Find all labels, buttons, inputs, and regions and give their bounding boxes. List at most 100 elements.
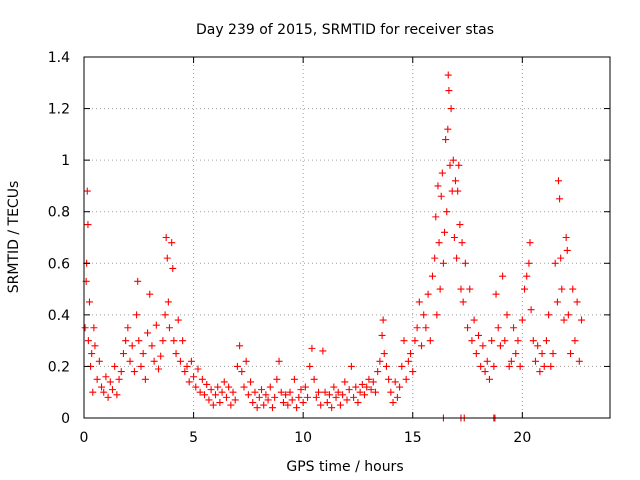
data-point [413, 324, 421, 332]
data-point [439, 259, 447, 267]
data-point [538, 350, 546, 358]
data-point [481, 368, 489, 376]
data-point [409, 368, 417, 376]
x-tick-label: 0 [80, 430, 89, 446]
data-point [431, 254, 439, 262]
data-point [84, 221, 92, 229]
data-point [321, 388, 329, 396]
data-point [187, 357, 195, 365]
data-point [557, 254, 565, 262]
data-point [443, 208, 451, 216]
data-point [449, 156, 457, 164]
data-point [437, 192, 445, 200]
data-point [380, 350, 388, 358]
data-point [183, 362, 191, 370]
data-point [343, 396, 351, 404]
data-point [382, 362, 390, 370]
data-point [133, 311, 141, 319]
data-point [325, 391, 333, 399]
data-point [534, 342, 542, 350]
data-point [379, 316, 387, 324]
data-point [176, 357, 184, 365]
data-point [264, 396, 272, 404]
data-point [453, 254, 461, 262]
data-point [144, 329, 152, 337]
data-point [488, 337, 496, 345]
data-point [345, 386, 353, 394]
data-point [549, 350, 557, 358]
data-point [479, 342, 487, 350]
data-point [306, 362, 314, 370]
data-point [540, 362, 548, 370]
data-point [297, 386, 305, 394]
data-point [441, 228, 449, 236]
data-point [404, 357, 412, 365]
data-point [567, 350, 575, 358]
data-point [418, 342, 426, 350]
data-point [523, 272, 531, 280]
data-point [499, 272, 507, 280]
data-point [196, 388, 204, 396]
data-point [163, 254, 171, 262]
data-point [432, 213, 440, 221]
data-point [562, 234, 570, 241]
data-point [445, 87, 453, 95]
x-axis-ticks: 0 5 10 15 20 [80, 57, 531, 446]
data-point [551, 259, 559, 267]
data-point [547, 362, 555, 370]
data-point [339, 391, 347, 399]
data-point [571, 337, 579, 345]
data-point [556, 195, 564, 203]
data-point [457, 285, 465, 293]
data-point [85, 298, 93, 306]
data-point [483, 357, 491, 365]
data-point [389, 399, 397, 407]
data-point [293, 404, 301, 412]
data-point [95, 357, 103, 365]
data-point [433, 311, 441, 319]
data-point [361, 391, 369, 399]
data-point [192, 383, 200, 391]
data-point [492, 290, 500, 298]
data-point [352, 383, 360, 391]
data-point [428, 272, 436, 280]
data-point [451, 177, 459, 185]
data-point [526, 239, 534, 247]
y-tick-label: 0.2 [48, 359, 70, 375]
data-point [93, 375, 101, 383]
data-point [424, 290, 432, 298]
data-point [468, 337, 476, 345]
data-point [218, 388, 226, 396]
data-point [393, 393, 401, 401]
data-point [455, 161, 463, 169]
data-point [90, 324, 98, 332]
data-point [165, 324, 173, 332]
data-point [88, 350, 96, 358]
data-point [447, 105, 455, 113]
data-point [312, 393, 320, 401]
data-point [507, 357, 515, 365]
data-point [227, 401, 235, 409]
data-point [155, 365, 163, 373]
data-point [122, 337, 130, 345]
data-point [238, 368, 246, 376]
data-point [255, 393, 263, 401]
data-point [205, 396, 213, 404]
y-axis-ticks: 0 0.2 0.4 0.6 0.8 1 1.2 1.4 [48, 50, 610, 427]
data-point [363, 383, 371, 391]
data-point [134, 277, 142, 285]
data-point [485, 375, 493, 383]
data-point [330, 383, 338, 391]
data-point [83, 187, 91, 195]
data-point [564, 311, 572, 319]
data-point [435, 239, 443, 247]
data-point [119, 350, 127, 358]
data-point [446, 161, 454, 169]
data-point [347, 362, 355, 370]
data-point [573, 298, 581, 306]
data-point [172, 350, 180, 358]
data-point [356, 388, 364, 396]
data-point [456, 221, 464, 229]
data-point [336, 401, 344, 409]
data-point [104, 393, 112, 401]
